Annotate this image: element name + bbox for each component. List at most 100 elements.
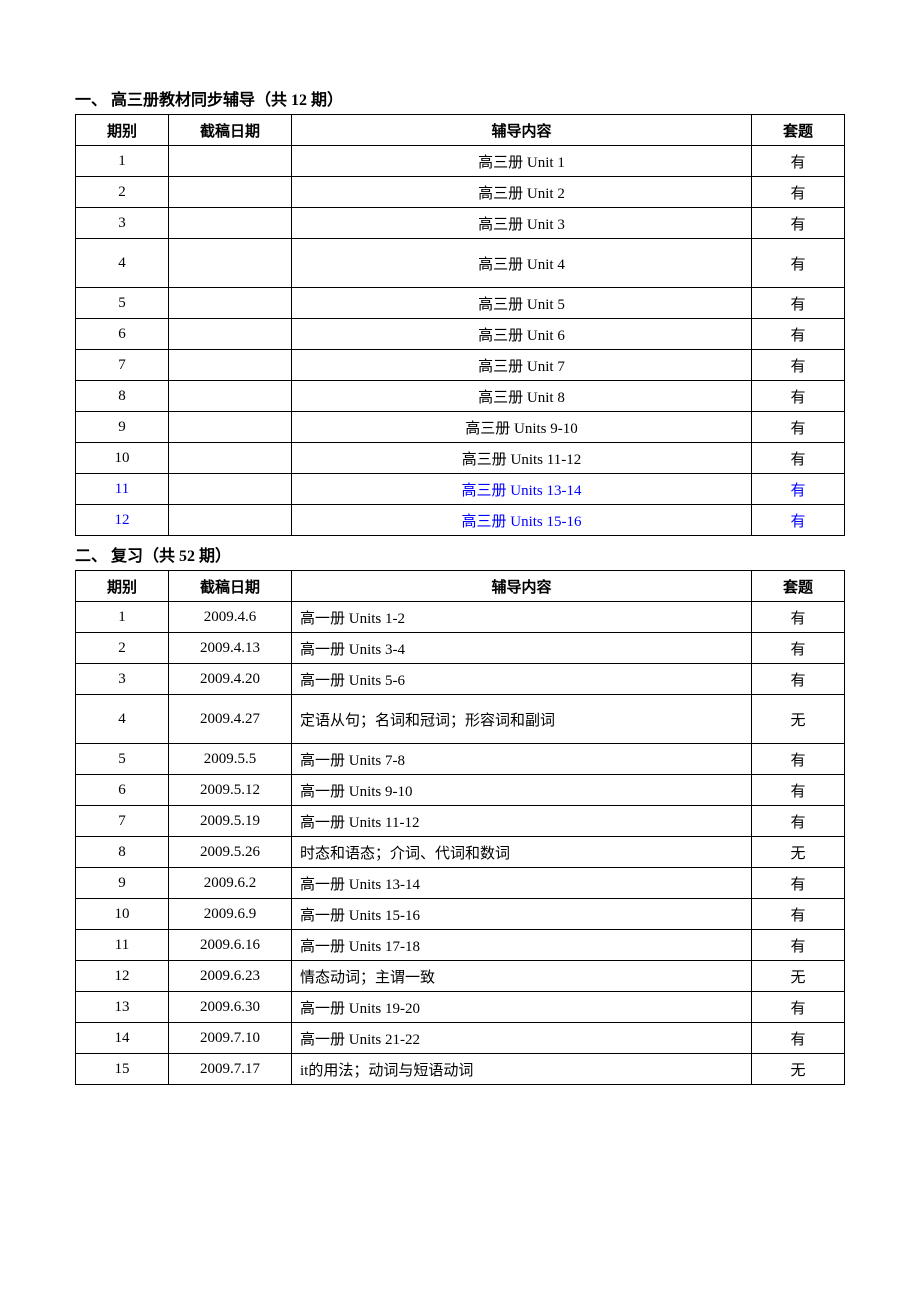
table-row: 3高三册 Unit 3有: [76, 208, 845, 239]
cell-num: 3: [76, 664, 169, 695]
table-section2: 期别 截稿日期 辅导内容 套题 12009.4.6高一册 Units 1-2有2…: [75, 570, 845, 1085]
cell-date: [169, 208, 292, 239]
table-row: 52009.5.5高一册 Units 7-8有: [76, 744, 845, 775]
table-row: 72009.5.19高一册 Units 11-12有: [76, 806, 845, 837]
header-date: 截稿日期: [169, 571, 292, 602]
cell-num: 3: [76, 208, 169, 239]
table-row: 132009.6.30高一册 Units 19-20有: [76, 992, 845, 1023]
cell-date: 2009.5.26: [169, 837, 292, 868]
table-row: 6高三册 Unit 6有: [76, 319, 845, 350]
table-row: 2高三册 Unit 2有: [76, 177, 845, 208]
cell-content: 高三册 Unit 1: [292, 146, 752, 177]
cell-content: 高一册 Units 19-20: [292, 992, 752, 1023]
cell-content: 高一册 Units 7-8: [292, 744, 752, 775]
cell-content: 情态动词；主谓一致: [292, 961, 752, 992]
cell-date: [169, 350, 292, 381]
cell-content: 定语从句；名词和冠词；形容词和副词: [292, 695, 752, 744]
header-content: 辅导内容: [292, 115, 752, 146]
cell-date: [169, 288, 292, 319]
cell-num: 8: [76, 837, 169, 868]
cell-set: 有: [752, 319, 845, 350]
header-num: 期别: [76, 115, 169, 146]
table-row: 12009.4.6高一册 Units 1-2有: [76, 602, 845, 633]
cell-num: 9: [76, 412, 169, 443]
cell-content: 高三册 Unit 2: [292, 177, 752, 208]
table-row: 102009.6.9高一册 Units 15-16有: [76, 899, 845, 930]
cell-set: 有: [752, 992, 845, 1023]
table-row: 9 高三册 Units 9-10有: [76, 412, 845, 443]
cell-date: 2009.4.6: [169, 602, 292, 633]
table-row: 1 高三册 Unit 1有: [76, 146, 845, 177]
cell-set: 有: [752, 664, 845, 695]
header-set: 套题: [752, 115, 845, 146]
cell-set: 有: [752, 806, 845, 837]
cell-set: 无: [752, 837, 845, 868]
cell-date: 2009.6.30: [169, 992, 292, 1023]
cell-set: 有: [752, 288, 845, 319]
cell-content: 高三册 Unit 4: [292, 239, 752, 288]
table-row: 142009.7.10高一册 Units 21-22有: [76, 1023, 845, 1054]
cell-num: 7: [76, 806, 169, 837]
table-section1: 期别 截稿日期 辅导内容 套题 1高三册 Unit 1有2高三册 Unit 2有…: [75, 114, 845, 536]
cell-date: [169, 412, 292, 443]
cell-date: 2009.6.16: [169, 930, 292, 961]
header-num: 期别: [76, 571, 169, 602]
cell-set: 无: [752, 961, 845, 992]
cell-date: [169, 146, 292, 177]
table-row: 22009.4.13高一册 Units 3-4有: [76, 633, 845, 664]
cell-num: 14: [76, 1023, 169, 1054]
cell-num: 8: [76, 381, 169, 412]
cell-num: 7: [76, 350, 169, 381]
cell-set: 有: [752, 350, 845, 381]
cell-content: 高三册 Unit 5: [292, 288, 752, 319]
cell-date: [169, 177, 292, 208]
cell-set: 有: [752, 868, 845, 899]
cell-num: 11: [76, 930, 169, 961]
table-row: 92009.6.2高一册 Units 13-14有: [76, 868, 845, 899]
cell-content: 高一册 Units 5-6: [292, 664, 752, 695]
cell-set: 有: [752, 412, 845, 443]
cell-content: 高一册 Units 15-16: [292, 899, 752, 930]
table-row: 11高三册 Units 13-14有: [76, 474, 845, 505]
table-row: 62009.5.12高一册 Units 9-10有: [76, 775, 845, 806]
cell-date: 2009.4.20: [169, 664, 292, 695]
table-row: 152009.7.17it的用法；动词与短语动词无: [76, 1054, 845, 1085]
cell-content: 时态和语态；介词、代词和数词: [292, 837, 752, 868]
header-date: 截稿日期: [169, 115, 292, 146]
cell-num: 1: [76, 146, 169, 177]
cell-date: 2009.5.5: [169, 744, 292, 775]
table-header-row: 期别 截稿日期 辅导内容 套题: [76, 115, 845, 146]
cell-set: 有: [752, 443, 845, 474]
cell-num: 12: [76, 961, 169, 992]
cell-num: 13: [76, 992, 169, 1023]
cell-date: [169, 239, 292, 288]
cell-num: 5: [76, 744, 169, 775]
cell-set: 有: [752, 633, 845, 664]
cell-set: 有: [752, 381, 845, 412]
cell-num: 10: [76, 899, 169, 930]
table-row: 112009.6.16高一册 Units 17-18有: [76, 930, 845, 961]
section1-title: 一、 高三册教材同步辅导（共 12 期）: [75, 86, 845, 110]
cell-num: 15: [76, 1054, 169, 1085]
cell-set: 无: [752, 695, 845, 744]
cell-date: 2009.5.19: [169, 806, 292, 837]
cell-content: 高三册 Units 9-10: [292, 412, 752, 443]
cell-content: 高一册 Units 21-22: [292, 1023, 752, 1054]
cell-date: [169, 474, 292, 505]
cell-content: 高三册 Unit 7: [292, 350, 752, 381]
cell-content: 高一册 Units 3-4: [292, 633, 752, 664]
cell-content: 高三册 Units 11-12: [292, 443, 752, 474]
cell-content: 高一册 Units 13-14: [292, 868, 752, 899]
cell-date: [169, 381, 292, 412]
cell-date: 2009.6.23: [169, 961, 292, 992]
table-row: 5高三册 Unit 5有: [76, 288, 845, 319]
cell-set: 有: [752, 146, 845, 177]
table-row: 122009.6.23情态动词；主谓一致无: [76, 961, 845, 992]
cell-date: 2009.4.13: [169, 633, 292, 664]
cell-content: 高三册 Units 13-14: [292, 474, 752, 505]
cell-num: 4: [76, 239, 169, 288]
table-row: 82009.5.26时态和语态；介词、代词和数词无: [76, 837, 845, 868]
cell-set: 有: [752, 474, 845, 505]
cell-set: 无: [752, 1054, 845, 1085]
table-row: 8高三册 Unit 8有: [76, 381, 845, 412]
